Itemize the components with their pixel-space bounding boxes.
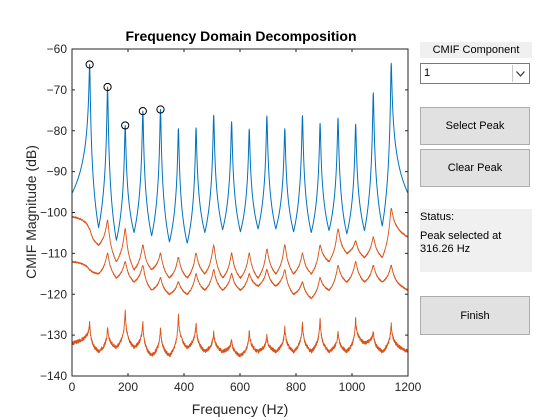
x-axis-title: Frequency (Hz): [192, 401, 288, 417]
clear-peak-button[interactable]: Clear Peak: [420, 149, 530, 187]
plot-area[interactable]: [72, 49, 408, 376]
status-text: Peak selected at 316.26 Hz: [420, 230, 502, 255]
selected-peak-marker[interactable]: [138, 107, 147, 116]
x-tick-label: 1000: [339, 380, 366, 394]
x-tick-label: 0: [69, 380, 76, 394]
selected-peak-marker[interactable]: [103, 82, 112, 92]
status-panel: Status: Peak selected at 316.26 Hz: [420, 209, 532, 272]
y-tick-label: −100: [40, 206, 67, 220]
y-tick-label: −70: [47, 83, 68, 97]
y-tick-label: −60: [47, 42, 68, 56]
cmif-series-2: [71, 207, 409, 280]
x-tick-label: 400: [174, 380, 194, 394]
plot-title: Frequency Domain Decomposition: [125, 28, 356, 44]
x-tick-label: 600: [230, 380, 250, 394]
y-tick-label: −90: [47, 165, 68, 179]
y-tick-label: −110: [41, 246, 67, 260]
y-tick-label: −140: [40, 369, 67, 383]
x-tick-label: 1200: [395, 380, 422, 394]
finish-button[interactable]: Finish: [420, 296, 530, 335]
x-tick-label: 800: [286, 380, 306, 394]
x-tick-label: 200: [118, 380, 138, 394]
plot-frame: [71, 48, 409, 377]
cmif-series-3: [71, 252, 409, 300]
chevron-down-icon[interactable]: [512, 65, 528, 82]
cmif-component-label: CMIF Component: [420, 42, 532, 58]
y-axis-title: CMIF Magnitude (dB): [23, 145, 39, 279]
cmif-series-1: [71, 62, 409, 244]
y-tick-label: −80: [47, 124, 68, 138]
status-title: Status:: [420, 211, 455, 223]
selected-peak-marker[interactable]: [156, 105, 165, 114]
y-tick-label: −130: [40, 328, 67, 342]
selected-peak-marker[interactable]: [85, 60, 94, 69]
cmif-series-4: [71, 309, 409, 358]
cmif-component-value: 1: [424, 67, 431, 79]
select-peak-button[interactable]: Select Peak: [420, 107, 530, 145]
cmif-component-select[interactable]: 1: [420, 63, 530, 84]
y-tick-label: −120: [40, 287, 67, 301]
selected-peak-marker[interactable]: [121, 121, 130, 130]
